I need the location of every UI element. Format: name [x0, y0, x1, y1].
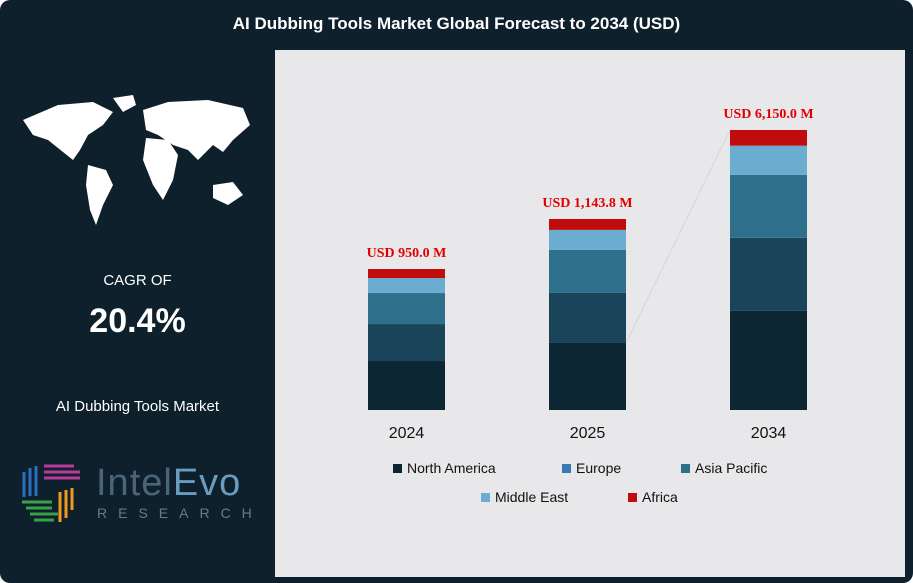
bar-segment-north-america-2025 [549, 342, 626, 410]
legend-item: Middle East [481, 489, 568, 505]
x-tick-label: 2024 [389, 425, 425, 442]
bar-segment-africa-2024 [368, 269, 445, 279]
legend-item: North America [393, 460, 496, 476]
legend-swatch [393, 463, 402, 473]
legend-swatch [628, 492, 637, 502]
market-label: AI Dubbing Tools Market [55, 398, 220, 415]
bar-chart: USD 950.0 M 2024 USD 1,143.8 M 2025 USD 6,15… [367, 107, 814, 442]
legend-item: Africa [628, 489, 678, 505]
bar-segment-middle-east-2034 [730, 145, 807, 175]
bar-segment-asia-pacific-2024 [368, 293, 445, 325]
legend-label: North America [407, 460, 496, 476]
bar-segment-europe-2024 [368, 324, 445, 362]
left-panel: CAGR OF 20.4% AI Dubbing Tools Market In… [0, 50, 275, 577]
brand-sub: RESEARCH [97, 505, 263, 521]
x-tick-label: 2025 [570, 425, 606, 442]
legend-swatch [481, 492, 490, 502]
bar-segment-middle-east-2025 [549, 229, 626, 250]
total-label: USD 950.0 M [367, 246, 447, 261]
cagr-value: 20.4% [89, 302, 186, 340]
brand-name: IntelEvo [96, 462, 242, 504]
legend-item: Asia Pacific [681, 460, 767, 476]
trend-line [625, 129, 731, 344]
legend-label: Europe [576, 460, 622, 476]
bar-segment-north-america-2024 [368, 361, 445, 410]
total-label: USD 1,143.8 M [542, 196, 632, 211]
bar-segment-asia-pacific-2034 [730, 174, 807, 238]
legend-swatch [681, 463, 690, 473]
legend-swatch [562, 463, 571, 473]
bar-segment-europe-2034 [730, 237, 807, 311]
bar-segment-middle-east-2024 [368, 278, 445, 294]
legend-label: Asia Pacific [695, 460, 768, 476]
chart-title: AI Dubbing Tools Market Global Forecast … [232, 14, 681, 33]
x-tick-label: 2034 [751, 425, 787, 442]
cagr-label: CAGR OF [103, 272, 172, 289]
bar-segment-north-america-2034 [730, 310, 807, 410]
bar-segment-africa-2034 [730, 130, 807, 146]
world-map-icon [23, 95, 250, 225]
bar-segment-africa-2025 [549, 219, 626, 230]
legend-label: Africa [642, 489, 678, 505]
legend-item: Europe [562, 460, 621, 476]
legend-label: Middle East [495, 489, 569, 505]
bar-segment-asia-pacific-2025 [549, 249, 626, 293]
intelevo-logo-icon [22, 464, 80, 522]
bar-segment-europe-2025 [549, 292, 626, 343]
total-label: USD 6,150.0 M [723, 107, 813, 122]
